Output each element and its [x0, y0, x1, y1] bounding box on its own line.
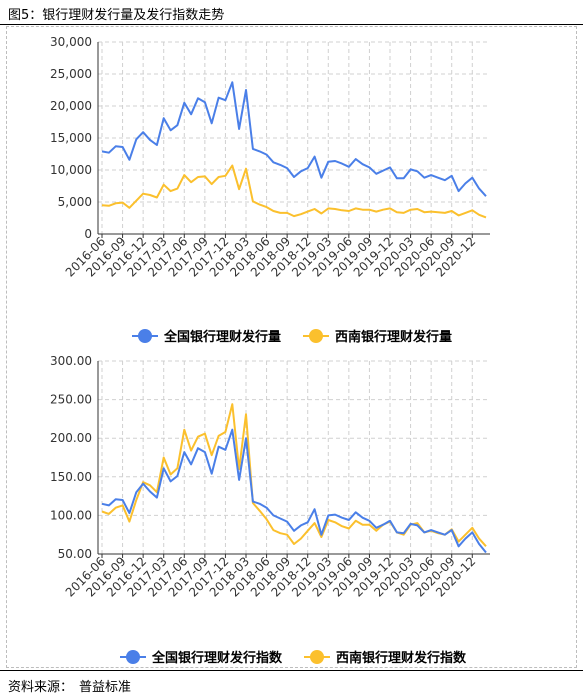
y-tick-label: 25,000: [50, 67, 92, 81]
legend-marker-southwest: [303, 328, 330, 343]
y-tick-label: 250.00: [50, 393, 92, 407]
legend-marker-national: [132, 328, 158, 343]
legend-volume: 全国银行理财发行量 西南银行理财发行量: [132, 326, 474, 345]
series-line-southwest: [101, 164, 487, 219]
legend-marker-national-index: [120, 649, 146, 664]
y-tick-label: 100.00: [50, 508, 92, 522]
y-tick-label: 5,000: [58, 195, 92, 209]
legend-marker-southwest-index: [304, 649, 331, 664]
y-tick-label: 150.00: [50, 470, 92, 484]
legend-label-southwest: 西南银行理财发行量: [335, 330, 453, 345]
y-tick-label: 10,000: [50, 163, 92, 177]
legend-item-southwest-index[interactable]: 西南银行理财发行指数: [304, 647, 466, 666]
y-tick-label: 200.00: [50, 431, 92, 445]
source-label: 资料来源：: [8, 680, 74, 695]
series-line-southwest: [101, 403, 487, 547]
series-line-national: [101, 428, 487, 554]
y-tick-label: 20,000: [50, 99, 92, 113]
legend-label-national: 全国银行理财发行量: [164, 330, 282, 345]
source-value: 普益标准: [79, 680, 132, 695]
legend-item-southwest[interactable]: 西南银行理财发行量: [303, 326, 452, 345]
y-tick-label: 15,000: [50, 131, 92, 145]
figure-title: 图5：银行理财发行量及发行指数走势: [8, 8, 225, 23]
legend-label-national-index: 全国银行理财发行指数: [152, 651, 283, 666]
y-tick-label: 50.00: [58, 547, 92, 561]
legend-item-national[interactable]: 全国银行理财发行量: [132, 326, 281, 345]
y-tick-label: 0: [84, 227, 92, 241]
legend-label-southwest-index: 西南银行理财发行指数: [336, 651, 467, 666]
source-note: 资料来源： 普益标准: [8, 676, 131, 695]
y-tick-label: 300.00: [50, 354, 92, 368]
legend-item-national-index[interactable]: 全国银行理财发行指数: [120, 647, 282, 666]
chart-frame: [6, 26, 577, 668]
y-tick-label: 30,000: [50, 35, 92, 49]
bottom-rule: [0, 670, 583, 671]
series-line-national: [101, 81, 487, 197]
legend-index: 全国银行理财发行指数 西南银行理财发行指数: [120, 647, 488, 666]
top-rule: [0, 24, 583, 25]
